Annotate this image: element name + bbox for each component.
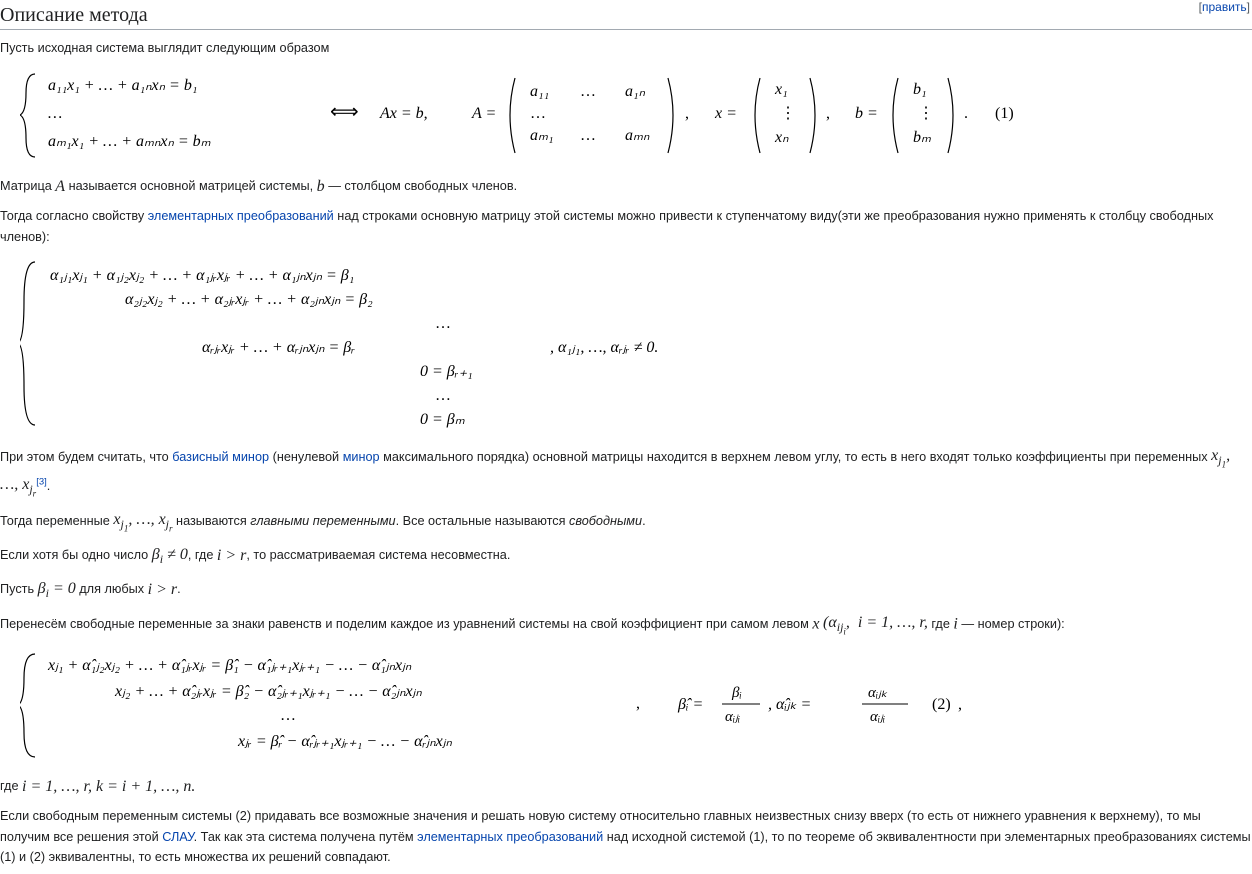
paragraph-matrix-desc: Матрица A называется основной матрицей с… [0,174,1252,200]
svg-text:x =: x = [714,105,737,122]
link-elem-transform-2[interactable]: элементарных преобразований [417,830,603,844]
svg-text:xⱼ₁ + α̂₁ⱼ₂xⱼ₂ + … + α̂₁ⱼᵣxⱼᵣ: xⱼ₁ + α̂₁ⱼ₂xⱼ₂ + … + α̂₁ⱼᵣxⱼᵣ = β̂₁ − α̂… [47,657,412,674]
svg-text:aₘₙ: aₘₙ [625,127,650,144]
svg-text:0 = βₘ: 0 = βₘ [420,411,465,428]
svg-text:a₁₁: a₁₁ [530,83,549,100]
section-heading: Описание метода [0,0,1252,30]
paragraph-beta-zero: Пусть βi = 0 для любых i > r. [0,576,1252,603]
svg-text:αᵢⱼₖ: αᵢⱼₖ [868,685,888,701]
svg-text:α₁ⱼ₁xⱼ₁ + α₁ⱼ₂xⱼ₂ + … + α₁ⱼᵣxⱼ: α₁ⱼ₁xⱼ₁ + α₁ⱼ₂xⱼ₂ + … + α₁ⱼᵣxⱼᵣ + … + α₁… [50,267,354,284]
svg-text:…: … [48,105,62,122]
paragraph-main-vars: Тогда переменные xj1, …, xjr называются … [0,507,1252,536]
paragraph-conclusion: Если свободным переменным системы (2) пр… [0,806,1252,867]
svg-text:xⱼᵣ = β̂ᵣ − α̂ᵣⱼᵣ₊₁xⱼᵣ₊₁ −: xⱼᵣ = β̂ᵣ − α̂ᵣⱼᵣ₊₁xⱼᵣ₊₁ − … − α̂ᵣⱼₙxⱼₙ [237,733,452,750]
svg-text:,: , [958,696,962,713]
svg-text:α₂ⱼ₂xⱼ₂ + … + α₂ⱼᵣxⱼᵣ + … + α₂: α₂ⱼ₂xⱼ₂ + … + α₂ⱼᵣxⱼᵣ + … + α₂ⱼₙxⱼₙ = β₂ [125,291,373,308]
svg-text:β̂ᵢ =: β̂ᵢ = [677,696,703,713]
paragraph-elem-transform: Тогда согласно свойству элементарных пре… [0,206,1252,247]
svg-text:αᵢⱼᵢ: αᵢⱼᵢ [870,709,885,725]
svg-text:⋮: ⋮ [918,105,934,122]
svg-text:…: … [435,387,451,404]
paragraph-inconsistent: Если хотя бы одно число βi ≠ 0, где i > … [0,542,1252,569]
bracket-close: ] [1247,0,1250,14]
svg-text:(2): (2) [932,696,951,713]
svg-text:,: , [826,105,830,122]
svg-text:aₘ₁: aₘ₁ [530,127,554,144]
equation-echelon: α₁ⱼ₁xⱼ₁ + α₁ⱼ₂xⱼ₂ + … + α₁ⱼᵣxⱼᵣ + … + α₁… [20,256,1252,434]
paragraph-move-free-vars: Перенесём свободные переменные за знаки … [0,610,1252,639]
link-minor[interactable]: минор [343,450,380,464]
equation-1: a₁₁x₁ + … + a₁ₙxₙ = b₁ … aₘ₁x₁ + … + aₘₙ… [20,68,1252,166]
svg-text:(1): (1) [995,105,1014,122]
svg-text:, α̂ᵢⱼₖ =: , α̂ᵢⱼₖ = [768,696,811,713]
svg-text:…: … [435,315,451,332]
svg-text:βᵢ: βᵢ [731,685,742,701]
equation-2: xⱼ₁ + α̂₁ⱼ₂xⱼ₂ + … + α̂₁ⱼᵣxⱼᵣ = β̂₁ − α̂… [20,648,1252,766]
paragraph-basis-minor: При этом будем считать, что базисный мин… [0,443,1252,501]
svg-text:a₁₁x₁ + … + a₁ₙxₙ = b₁: a₁₁x₁ + … + a₁ₙxₙ = b₁ [48,77,197,94]
svg-text:αᵢⱼᵢ: αᵢⱼᵢ [725,709,740,725]
svg-text:, α₁ⱼ₁, …, αᵣⱼᵣ ≠ 0.: , α₁ⱼ₁, …, αᵣⱼᵣ ≠ 0. [550,339,658,356]
svg-text:,: , [685,105,689,122]
svg-text:…: … [530,105,546,122]
svg-text:,: , [636,695,640,712]
svg-text:x₁: x₁ [774,81,788,98]
paragraph-where-indices: где i = 1, …, r, k = i + 1, …, n. [0,774,1252,800]
svg-text:xⱼ₂ + … + α̂₂ⱼᵣxⱼᵣ = β̂₂ −: xⱼ₂ + … + α̂₂ⱼᵣxⱼᵣ = β̂₂ − α̂₂ⱼᵣ₊₁xⱼᵣ₊₁ … [114,683,422,700]
svg-text:…: … [280,707,296,724]
svg-text:b =: b = [855,105,878,122]
svg-text:a₁ₙ: a₁ₙ [625,83,646,100]
svg-text:A =: A = [471,105,496,122]
svg-text:b₁: b₁ [913,81,927,98]
article-content: Пусть исходная система выглядит следующи… [0,30,1252,867]
link-slau[interactable]: СЛАУ [162,830,193,844]
link-elem-transform[interactable]: элементарных преобразований [148,209,334,223]
intro-paragraph: Пусть исходная система выглядит следующи… [0,38,1252,58]
svg-text:.: . [964,105,968,122]
edit-section: [править] [1199,0,1250,14]
svg-text:aₘ₁x₁ + … + aₘₙxₙ = bₘ: aₘ₁x₁ + … + aₘₙxₙ = bₘ [48,133,211,150]
svg-text:bₘ: bₘ [913,129,931,146]
svg-text:0 = βᵣ₊₁: 0 = βᵣ₊₁ [420,363,473,380]
svg-text:…: … [580,127,596,144]
svg-text:…: … [580,83,596,100]
svg-text:αᵣⱼᵣxⱼᵣ + … + αᵣⱼₙxⱼₙ = βᵣ: αᵣⱼᵣxⱼᵣ + … + αᵣⱼₙxⱼₙ = βᵣ [202,339,355,356]
svg-text:Ax = b,: Ax = b, [379,105,428,122]
ref-3[interactable]: [3] [36,476,47,487]
svg-text:⋮: ⋮ [780,105,796,122]
svg-text:xₙ: xₙ [774,129,789,146]
section-header: Искать в ин [править] Описание метода [0,0,1252,30]
link-basis-minor[interactable]: базисный минор [172,450,269,464]
svg-text:⟺: ⟺ [330,101,359,123]
edit-link[interactable]: править [1202,0,1247,14]
